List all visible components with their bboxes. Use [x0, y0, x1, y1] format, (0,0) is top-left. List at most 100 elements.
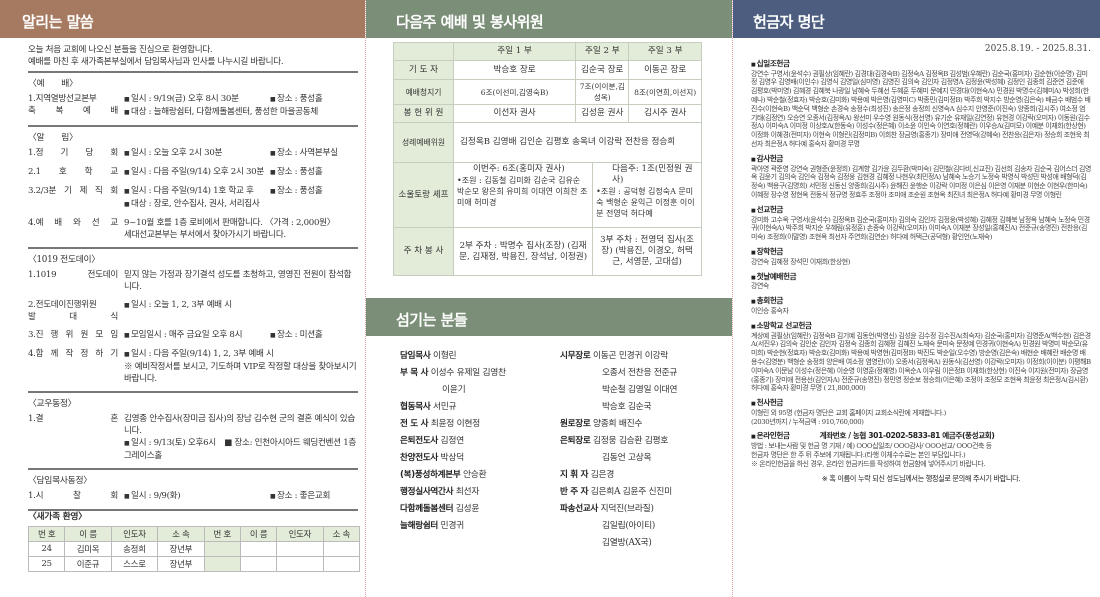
donor-section-title: 선교헌금	[751, 204, 1091, 216]
donors-header: 헌금자 명단	[733, 0, 1100, 38]
servant-line: (복)풍성하계본부 안승환	[400, 467, 506, 484]
servant-line: 시무장로 이동곤 민경귀 이강락	[560, 348, 677, 365]
notice-row: 2.1 호 학 교 일시 : 다음 주일(9/14) 오후 2시 30분장소 : …	[28, 166, 358, 179]
servant-line: 행정실사역간사 최선자	[400, 484, 506, 501]
column-header: 소 속	[322, 526, 361, 542]
donor-section-label: 천사헌금	[756, 398, 784, 408]
notice-label-group: 3.진 행 위 원 모 임	[28, 329, 124, 342]
donor-section-title: 장학헌금	[751, 247, 1091, 258]
servant-names: 민경귀	[440, 521, 465, 531]
cell: 장년부	[157, 556, 205, 572]
cell: 이선자 권사	[452, 104, 577, 123]
notice-row: 1.결 혼 김영종 안수집사(장미금 집사)의 장남 김수현 군의 결혼 예식이 …	[28, 413, 358, 462]
servant-role: 시무장로	[560, 351, 591, 361]
notice-place: 장소 : 풍성홀	[270, 166, 358, 179]
footer-note: ※ 혹 이름이 누락 되신 성도님께서는 행정실로 문의해 주시기 바랍니다.	[821, 473, 1021, 483]
servant-names: 이형린	[432, 351, 457, 361]
donor-names: (2030년까지 / 누적금액 : 910,760,000)	[751, 417, 864, 426]
cell	[203, 541, 241, 557]
servant-line: 다함께돌봄센터 김성윤	[400, 501, 506, 518]
donor-section-label: 선교헌금	[756, 204, 784, 214]
notice-text: 일시 : 다음 주일(9/14) 오후 2시 30분	[124, 166, 358, 179]
servant-names: 이동곤 민경귀 이강락	[592, 351, 669, 361]
column-header: 주일 3 부	[628, 42, 702, 61]
cell: 김성윤 권사	[575, 104, 630, 123]
notice-content: 일시 : 오늘 오후 2시 30분	[124, 147, 358, 160]
evangelism-heading: 〈1019 전도데이〉	[28, 255, 100, 265]
servant-role: 부 목 사	[400, 368, 429, 378]
servant-line: 부 목 사 이성수 유제일 김영찬	[400, 365, 506, 382]
cell	[276, 541, 324, 557]
servant-line: 반 주 자 김은희A 김윤주 신진미	[560, 484, 677, 501]
notice-row: 4.함 께 작 정 하 기 일시 : 다음 주일(9/14) 1, 2, 3부 예…	[28, 348, 358, 385]
cell: 박승호 장로	[452, 60, 577, 80]
notice-content: 9~10월 호를 1층 로비에서 판매합니다. 〈가격 : 2,000원〉 세대선…	[124, 217, 358, 241]
notice-row: 3.진 행 위 원 모 임 모임일시 : 매주 금요일 오후 8시장소 : 미션홀	[28, 329, 358, 342]
notice-label-group: 2.1 호 학 교	[28, 166, 124, 179]
servants-right: 시무장로 이동곤 민경귀 이강락 오종서 전찬응 전준규 박순철 김영일 이대연 박승…	[560, 348, 677, 552]
servant-role: 지 휘 자	[560, 470, 589, 480]
worship-heading: 〈예 배〉	[28, 79, 78, 89]
donor-names: 곽아영 곽준영 강연숙 권형준(윤정희) 김계향 김가윤 김두환(박미숙) 김민…	[751, 164, 1091, 199]
notice-label-group: 4.예 배 와 선 교	[28, 217, 124, 241]
notice-content: 일시 : 9/9(화)	[124, 490, 358, 503]
notice-place: 장소 : 풍성홀	[270, 185, 358, 198]
servant-role: 다함께돌봄센터	[400, 504, 454, 514]
intro-line: 예배를 마친 후 새가족본부실에서 담임목사님과 인사를 나누시길 바랍니다.	[28, 57, 284, 67]
pastor-heading: 〈담임목사동정〉	[28, 476, 92, 486]
notice-text: 일시 : 오늘 오후 2시 30분	[124, 147, 358, 160]
notice-row: 4.예 배 와 선 교 9~10월 호를 1층 로비에서 판매합니다. 〈가격 :…	[28, 217, 358, 241]
notice-label-group: 1.시 찰 회	[28, 490, 124, 503]
donor-section-label: 십일조헌금	[756, 58, 790, 68]
cell: 8조(이연희,이선지)	[628, 79, 702, 105]
servant-names: 김정연	[440, 436, 465, 446]
servant-names: 이윤기	[442, 385, 466, 395]
cell: 김미옥	[64, 541, 112, 557]
column-header: 주일 1 부	[452, 42, 577, 61]
servant-line: 은퇴전도사 김정연	[400, 433, 506, 450]
notice-label: 4.함 께 작 정 하 기	[28, 349, 118, 359]
donor-names: 방법 : 보내는사람 및 헌금 명 기재 / 예) OOO십일조/ OOO감사/…	[751, 442, 992, 451]
cell: 2부 주차 : 박명수 집사(조장) (김재문, 김재정, 박용진, 장석남, …	[452, 227, 594, 276]
account-info: 계좌번호 / 농협 301-0202-5833-81 예금주(풍성교회)	[819, 431, 995, 441]
donor-section-title: 첫날예배헌금	[751, 271, 1091, 283]
donor-names: 이형린 외 95명 (헌금자 명단은 교회 홈페이지 교회소식란에 게재합니다.…	[751, 408, 946, 417]
donor-section-title: 십일조헌금	[751, 58, 1091, 70]
cell: 24	[27, 541, 66, 557]
cell: 25	[27, 556, 66, 572]
donor-section-label: 소망학교 선교헌금	[756, 320, 812, 330]
donor-names: 이인승 홍숙자	[751, 306, 789, 315]
donor-section-title: 소망학교 선교헌금	[751, 320, 1091, 332]
notice-text: 일시 : 오늘 1, 2, 3부 예배 시	[124, 299, 358, 312]
notice-place: 장소 : 좋은교회	[270, 490, 358, 503]
servant-role: 은퇴전도사	[400, 436, 439, 446]
servant-names: 박상덕	[440, 453, 465, 463]
row-label: 기 도 자	[393, 60, 454, 80]
service-column: 다음주 예배 및 봉사위원 주일 1 부 주일 2 부 주일 3 부 기 도 자 박승…	[365, 0, 732, 597]
column-header: 이 름	[64, 526, 112, 542]
cell: 스스로	[110, 556, 159, 572]
cell: 이준규	[64, 556, 112, 572]
column-header: 소 속	[157, 526, 205, 542]
donor-section-label: 첫날예배헌금	[756, 271, 797, 281]
servant-names: 김은희A 김윤주 신진미	[590, 487, 672, 497]
donor-section-title: 감사헌금	[751, 154, 1091, 165]
notice-label-group: 3.2/3분 기 제 직 회	[28, 185, 124, 211]
donor-names: 강연수 구영서(윤석수) 권필상(임혜란) 김경대(김경숙B) 김정숙A 김정옥…	[751, 69, 1091, 148]
servant-line: 오종서 전찬응 전준규	[560, 365, 677, 382]
notice-row: 1.1019 전도데이 믿지 않는 가정과 장기결석 성도를 초청하고, 영영진 …	[28, 269, 358, 293]
servant-role: 찬양전도사	[400, 453, 439, 463]
servant-names: 김정웅 김승환 김평호	[592, 436, 669, 446]
notice-label: 3.진 행 위 원 모 임	[28, 330, 118, 340]
servant-role: 담임목사	[400, 351, 431, 361]
cell: 장년부	[157, 541, 205, 557]
servant-line: 김동언 고상옥	[560, 450, 677, 467]
column-header: 인도자	[276, 526, 324, 542]
column-header: 번 호	[27, 526, 66, 542]
table-row: 24 김미옥 송정희 장년부	[27, 541, 361, 557]
donor-names: 강연숙	[751, 282, 769, 291]
servant-names: 박승호 김순국	[602, 402, 652, 412]
column-header: 주일 2 부	[575, 42, 630, 61]
